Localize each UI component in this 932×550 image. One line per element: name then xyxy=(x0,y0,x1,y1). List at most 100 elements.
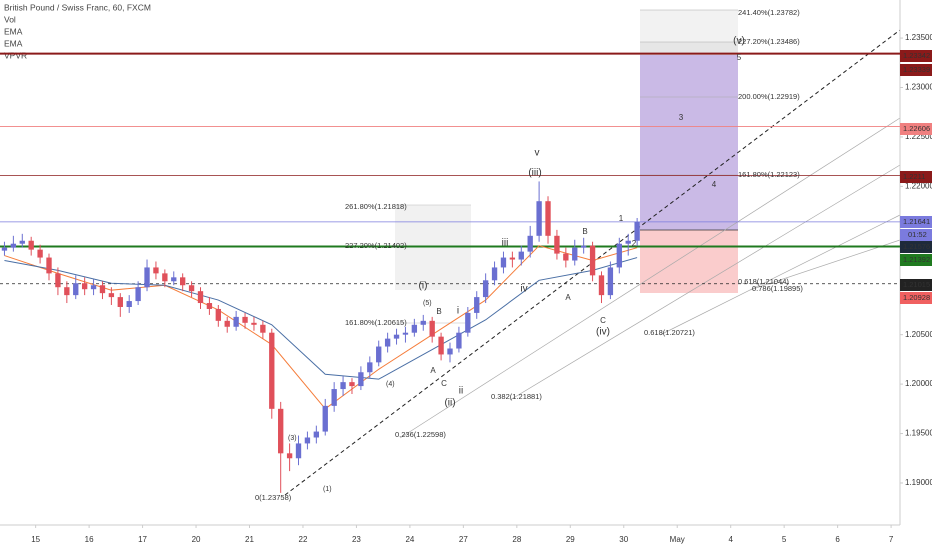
price-badge-bg xyxy=(900,254,932,266)
target-zone xyxy=(640,42,738,55)
candle-body xyxy=(527,235,533,252)
x-tick-label: 21 xyxy=(245,535,254,544)
candle-body xyxy=(402,332,409,335)
candle-body xyxy=(474,297,480,313)
price-badge: 1.2211 xyxy=(900,171,932,183)
candle-body xyxy=(554,235,560,254)
annotation: 1 xyxy=(619,214,624,223)
channel-line xyxy=(399,117,901,439)
candle-body xyxy=(491,267,498,281)
candle-body xyxy=(73,283,79,296)
x-tick-label: 30 xyxy=(619,535,628,544)
annotation: (4) xyxy=(386,381,395,388)
annotation: 261.80%(1.21818) xyxy=(345,202,407,211)
candle-body xyxy=(358,372,364,387)
indicator-label: EMA xyxy=(4,38,23,48)
legend: British Pound / Swiss Franc, 60, FXCM Vo… xyxy=(4,2,151,60)
candle-body xyxy=(117,297,123,307)
candle-body xyxy=(81,283,88,290)
x-tick-label: 4 xyxy=(728,535,733,544)
candle-body xyxy=(171,277,177,282)
annotation: A xyxy=(430,366,436,375)
annotation: 161.80%(1.20615) xyxy=(345,318,407,327)
candle-body xyxy=(153,267,159,274)
price-badge-bg xyxy=(900,279,932,291)
price-badge-bg xyxy=(900,171,932,183)
price-badge-bg xyxy=(900,216,932,228)
annotation: B xyxy=(582,227,587,236)
annotation: 227.20%(1.23486) xyxy=(738,37,800,46)
candle-body xyxy=(384,338,391,347)
y-tick-label: 1.19500 xyxy=(905,429,932,438)
y-tick-label: 1.22500 xyxy=(905,132,932,141)
channel-line xyxy=(749,239,901,291)
candle-body xyxy=(144,267,150,288)
x-tick-label: 29 xyxy=(566,535,575,544)
candle-body xyxy=(500,257,507,268)
candle-body xyxy=(340,382,346,390)
candle-body xyxy=(55,273,61,288)
candle-body xyxy=(135,287,141,302)
price-badge-label: 1.21641 xyxy=(903,217,930,226)
ema-line xyxy=(4,257,638,380)
candle-body xyxy=(376,346,382,363)
candle-body xyxy=(589,245,596,276)
annotation: 227.20%(1.21402) xyxy=(345,241,407,250)
annotation: ii xyxy=(459,386,463,397)
candle-body xyxy=(19,240,25,244)
price-badge: 1.21641 xyxy=(900,216,932,228)
annotation: (3) xyxy=(288,435,297,442)
candle-body xyxy=(278,408,284,454)
candle-body xyxy=(563,253,569,261)
price-badge: 1.20928 xyxy=(900,292,932,304)
candle-body xyxy=(313,431,320,438)
y-tick-label: 1.23000 xyxy=(905,83,932,92)
profit-zone xyxy=(640,55,738,230)
x-tick-label: 15 xyxy=(31,535,40,544)
y-tick-label: 1.20500 xyxy=(905,330,932,339)
annotation: (5) xyxy=(423,300,432,307)
channel-line xyxy=(659,214,901,336)
candle-body xyxy=(206,303,213,309)
candle-body xyxy=(90,285,97,290)
candle-body xyxy=(242,316,248,323)
countdown: 01:52 xyxy=(908,230,927,239)
candle-body xyxy=(260,324,266,333)
candle-body xyxy=(482,280,489,298)
price-badge: 1.21576 xyxy=(900,241,932,253)
candle-body xyxy=(536,201,542,236)
annotation: 5 xyxy=(737,53,742,62)
candle-body xyxy=(126,301,132,307)
candle-body xyxy=(304,437,311,444)
annotation: 0.382(1.21881) xyxy=(491,392,542,401)
annotation: (ii) xyxy=(444,398,455,409)
price-badge-label: 1.21392 xyxy=(903,255,930,264)
candle-body xyxy=(580,245,587,248)
annotation: (iii) xyxy=(528,168,541,179)
price-badge-bg xyxy=(900,50,932,62)
channel-line xyxy=(509,164,901,401)
candle-body xyxy=(180,277,186,286)
annotation: 0.618(1.20721) xyxy=(644,328,695,337)
x-tick-label: 17 xyxy=(138,535,147,544)
loss-zone xyxy=(640,230,738,293)
price-badge-bg xyxy=(900,64,932,76)
candle-body xyxy=(518,251,524,260)
candle-body xyxy=(224,320,230,327)
candle-body xyxy=(46,257,52,274)
candle-body xyxy=(411,324,418,333)
x-tick-label: 6 xyxy=(835,535,840,544)
candle-body xyxy=(509,257,516,260)
y-tick-label: 1.20000 xyxy=(905,379,932,388)
countdown-bg xyxy=(900,229,932,241)
price-badge-bg xyxy=(900,292,932,304)
target-zone xyxy=(640,10,738,42)
candle-body xyxy=(28,240,34,250)
y-tick-label: 1.19000 xyxy=(905,478,932,487)
annotation: A xyxy=(565,293,571,302)
annotation: v xyxy=(535,148,540,159)
price-badge-label: 1.2211 xyxy=(903,172,925,181)
candle-body xyxy=(188,285,195,292)
candle-body xyxy=(545,201,551,236)
